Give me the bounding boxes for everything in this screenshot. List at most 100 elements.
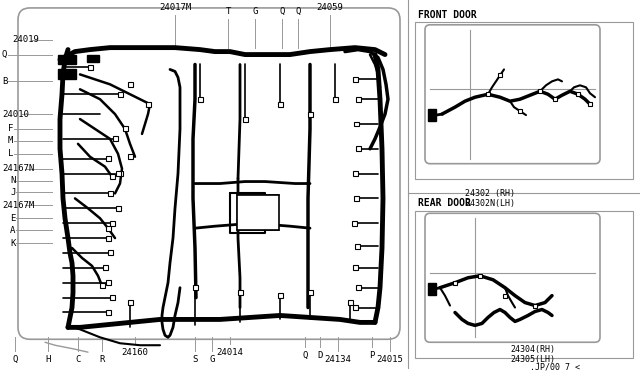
Text: 24302 (RH): 24302 (RH) (465, 189, 515, 198)
Text: .JP/00 7 <: .JP/00 7 < (530, 363, 580, 372)
Bar (333, 97, 337, 102)
Text: Q: Q (2, 50, 8, 59)
Text: G: G (252, 7, 258, 16)
Text: Q: Q (295, 7, 301, 16)
Bar (106, 280, 111, 285)
Bar (109, 221, 115, 226)
Bar (127, 154, 132, 159)
Bar (415, 211, 633, 358)
Bar (355, 244, 360, 248)
Bar (106, 310, 111, 315)
Bar (106, 226, 111, 231)
Text: 24015: 24015 (376, 355, 403, 363)
Bar (106, 156, 111, 161)
FancyBboxPatch shape (18, 8, 400, 339)
Text: 24014: 24014 (216, 348, 243, 357)
Text: Q: Q (302, 351, 308, 360)
Bar (588, 102, 592, 106)
Text: S: S (192, 355, 198, 363)
Bar (115, 206, 120, 211)
Bar (88, 65, 93, 70)
Bar (353, 77, 358, 82)
Bar (102, 265, 108, 270)
Bar (243, 116, 248, 122)
Text: 24160: 24160 (122, 348, 148, 357)
Bar (355, 285, 360, 290)
FancyBboxPatch shape (425, 25, 600, 164)
Bar (237, 195, 279, 230)
Text: 24059: 24059 (317, 3, 344, 12)
Bar (106, 235, 111, 241)
Text: 24302N(LH): 24302N(LH) (465, 199, 515, 208)
Bar (118, 171, 122, 176)
Bar (538, 89, 542, 93)
Bar (307, 290, 312, 295)
Text: T: T (225, 7, 230, 16)
Bar (127, 82, 132, 87)
Bar (108, 250, 113, 256)
Text: F: F (8, 125, 13, 134)
Text: A: A (10, 226, 15, 235)
Text: K: K (10, 238, 15, 247)
Bar (127, 300, 132, 305)
Bar (453, 281, 457, 285)
Text: G: G (209, 355, 214, 363)
Bar (109, 295, 115, 300)
Bar (113, 137, 118, 141)
Text: 24167M: 24167M (2, 201, 35, 210)
Text: P: P (369, 351, 374, 360)
Bar (428, 109, 436, 121)
Bar (278, 102, 282, 107)
Bar (348, 300, 353, 305)
Text: Q: Q (12, 355, 18, 363)
Text: E: E (10, 214, 15, 223)
Text: FRONT DOOR: FRONT DOOR (418, 10, 477, 20)
Text: 24304(RH): 24304(RH) (510, 345, 555, 354)
Text: 24134: 24134 (324, 355, 351, 363)
Text: B: B (2, 77, 8, 86)
Bar (58, 70, 76, 79)
Text: 24017M: 24017M (159, 3, 191, 12)
Bar (518, 109, 522, 113)
Text: J: J (10, 188, 15, 197)
Bar (109, 174, 115, 179)
Bar (576, 92, 580, 96)
Bar (353, 171, 358, 176)
Text: 24019: 24019 (12, 35, 39, 44)
Bar (108, 191, 113, 196)
Bar (478, 274, 482, 278)
Bar (122, 126, 127, 131)
Text: Q: Q (279, 7, 285, 16)
Bar (87, 55, 99, 62)
Bar (428, 283, 436, 295)
Bar (353, 305, 358, 310)
Bar (118, 92, 122, 97)
Text: H: H (45, 355, 51, 363)
Bar (278, 293, 282, 298)
Bar (198, 97, 202, 102)
FancyBboxPatch shape (425, 213, 600, 342)
Text: 24167N: 24167N (2, 164, 35, 173)
Bar (355, 146, 360, 151)
Bar (498, 73, 502, 77)
Text: M: M (8, 137, 13, 145)
Bar (355, 97, 360, 102)
Bar (193, 285, 198, 290)
Bar (486, 92, 490, 96)
Text: L: L (8, 149, 13, 158)
Text: R: R (99, 355, 105, 363)
Bar (351, 221, 356, 226)
Bar (415, 22, 633, 179)
Text: C: C (76, 355, 81, 363)
Text: N: N (10, 176, 15, 185)
Bar (145, 102, 150, 107)
Bar (307, 112, 312, 116)
Text: REAR DOOR: REAR DOOR (418, 198, 471, 208)
Text: 24010: 24010 (2, 110, 29, 119)
Bar (353, 196, 358, 201)
Bar (237, 290, 243, 295)
Bar (99, 283, 104, 288)
Text: D: D (317, 351, 323, 360)
Bar (353, 122, 358, 126)
Bar (115, 171, 120, 176)
